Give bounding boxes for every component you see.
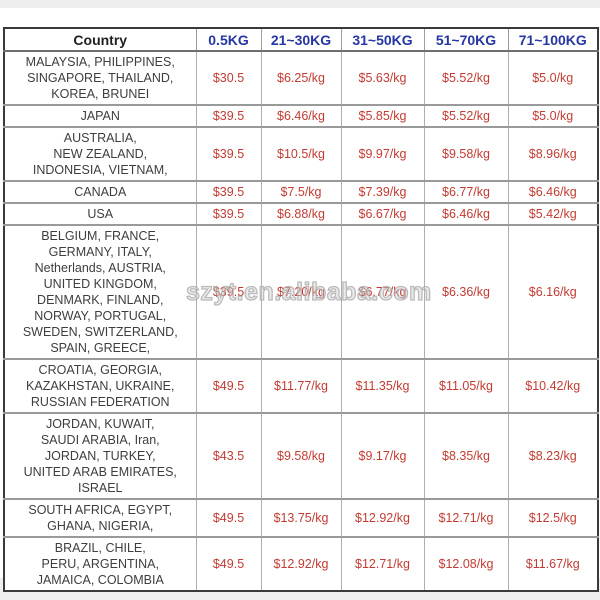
rate-cell: $8.96/kg [507, 126, 598, 181]
rate-cell: $7.39/kg [340, 180, 424, 203]
rate-cell: $6.46/kg [423, 202, 508, 225]
shipping-rates-table: Country 0.5KG 21~30KG 31~50KG 51~70KG 71… [3, 27, 599, 592]
rate-cell: $11.77/kg [260, 358, 341, 413]
table-row: BRAZIL, CHILE, PERU, ARGENTINA, JAMAICA,… [3, 536, 598, 591]
rate-cell: $8.35/kg [423, 412, 508, 499]
column-header-71-100kg: 71~100KG [507, 28, 598, 52]
column-header-21-30kg: 21~30KG [260, 28, 341, 52]
rate-cell: $6.77/kg [340, 224, 424, 359]
table-row: CROATIA, GEORGIA, KAZAKHSTAN, UKRAINE, R… [3, 358, 598, 413]
rate-cell: $5.42/kg [507, 202, 598, 225]
table-row: CANADA $39.5 $7.5/kg $7.39/kg $6.77/kg $6.46/… [3, 180, 598, 203]
column-header-31-50kg: 31~50KG [340, 28, 424, 52]
rate-cell: $9.58/kg [423, 126, 508, 181]
rate-cell: $12.08/kg [423, 536, 508, 591]
rate-cell: $5.52/kg [423, 104, 508, 127]
table-row: BELGIUM, FRANCE, GERMANY, ITALY, Netherl… [3, 224, 598, 359]
country-cell: SOUTH AFRICA, EGYPT, GHANA, NIGERIA, [3, 498, 196, 537]
rate-cell: $6.77/kg [423, 180, 508, 203]
rate-cell: $39.5 [195, 180, 261, 203]
country-cell: USA [3, 202, 196, 225]
column-header-51-70kg: 51~70KG [423, 28, 508, 52]
rate-cell: $11.67/kg [507, 536, 598, 591]
top-margin-band [0, 0, 600, 8]
country-cell: BRAZIL, CHILE, PERU, ARGENTINA, JAMAICA,… [3, 536, 196, 591]
rate-cell: $43.5 [195, 412, 261, 499]
rate-cell: $9.58/kg [260, 412, 341, 499]
column-header-0-5kg: 0.5KG [195, 28, 261, 52]
rate-cell: $39.5 [195, 126, 261, 181]
rate-cell: $10.42/kg [507, 358, 598, 413]
country-cell: CANADA [3, 180, 196, 203]
rate-cell: $7.5/kg [260, 180, 341, 203]
rate-cell: $11.05/kg [423, 358, 508, 413]
rate-cell: $6.46/kg [507, 180, 598, 203]
rate-cell: $49.5 [195, 498, 261, 537]
country-cell: JORDAN, KUWAIT, SAUDI ARABIA, Iran, JORD… [3, 412, 196, 499]
rate-cell: $5.63/kg [340, 50, 424, 105]
rate-cell: $6.36/kg [423, 224, 508, 359]
country-cell: MALAYSIA, PHILIPPINES, SINGAPORE, THAILA… [3, 50, 196, 105]
rate-cell: $9.17/kg [340, 412, 424, 499]
rate-cell: $8.23/kg [507, 412, 598, 499]
table-row: JORDAN, KUWAIT, SAUDI ARABIA, Iran, JORD… [3, 412, 598, 499]
country-cell: AUSTRALIA, NEW ZEALAND, INDONESIA, VIETN… [3, 126, 196, 181]
rate-cell: $39.5 [195, 202, 261, 225]
country-cell: CROATIA, GEORGIA, KAZAKHSTAN, UKRAINE, R… [3, 358, 196, 413]
rate-cell: $11.35/kg [340, 358, 424, 413]
country-cell: BELGIUM, FRANCE, GERMANY, ITALY, Netherl… [3, 224, 196, 359]
rate-cell: $6.46/kg [260, 104, 341, 127]
rate-cell: $30.5 [195, 50, 261, 105]
rate-cell: $6.88/kg [260, 202, 341, 225]
rate-cell: $5.52/kg [423, 50, 508, 105]
column-header-country: Country [3, 28, 196, 52]
rate-cell: $9.97/kg [340, 126, 424, 181]
rate-cell: $6.67/kg [340, 202, 424, 225]
header-row: Country 0.5KG 21~30KG 31~50KG 51~70KG 71… [3, 28, 598, 52]
rate-cell: $13.75/kg [260, 498, 341, 537]
rate-cell: $10.5/kg [260, 126, 341, 181]
table-row: JAPAN $39.5 $6.46/kg $5.85/kg $5.52/kg $5.0/k… [3, 104, 598, 127]
rate-cell: $12.92/kg [340, 498, 424, 537]
rate-cell: $6.16/kg [507, 224, 598, 359]
rate-cell: $12.5/kg [507, 498, 598, 537]
rate-cell: $49.5 [195, 358, 261, 413]
rate-cell: $12.71/kg [340, 536, 424, 591]
rate-cell: $49.5 [195, 536, 261, 591]
rate-cell: $5.0/kg [507, 50, 598, 105]
rate-cell: $12.71/kg [423, 498, 508, 537]
table-row: MALAYSIA, PHILIPPINES, SINGAPORE, THAILA… [3, 50, 598, 105]
rate-cell: $39.5 [195, 104, 261, 127]
table-row: AUSTRALIA, NEW ZEALAND, INDONESIA, VIETN… [3, 126, 598, 181]
table-body: MALAYSIA, PHILIPPINES, SINGAPORE, THAILA… [3, 50, 598, 591]
table-row: USA $39.5 $6.88/kg $6.67/kg $6.46/kg $5.42/kg [3, 202, 598, 225]
rate-cell: $7.20/kg [260, 224, 341, 359]
rate-cell: $5.0/kg [507, 104, 598, 127]
rate-cell: $5.85/kg [340, 104, 424, 127]
rate-cell: $6.25/kg [260, 50, 341, 105]
rate-cell: $39.5 [195, 224, 261, 359]
rate-cell: $12.92/kg [260, 536, 341, 591]
table-row: SOUTH AFRICA, EGYPT, GHANA, NIGERIA, $49.… [3, 498, 598, 537]
country-cell: JAPAN [3, 104, 196, 127]
